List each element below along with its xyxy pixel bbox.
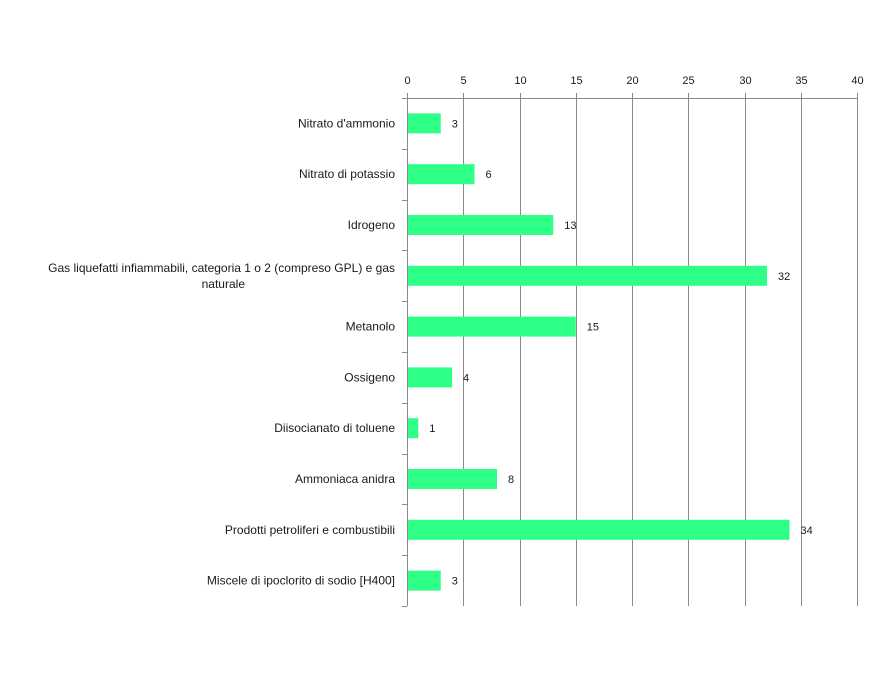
category-label-line: Metanolo	[346, 320, 396, 334]
category-label: Metanolo	[346, 320, 396, 334]
data-label: 15	[587, 322, 599, 334]
x-tick-label: 30	[739, 75, 751, 87]
category-label-line: Nitrato d'ammonio	[298, 116, 395, 130]
bar	[408, 469, 497, 489]
bar	[408, 164, 475, 185]
category-label: Prodotti petroliferi e combustibili	[225, 523, 395, 537]
category-label: Nitrato d'ammonio	[298, 116, 395, 130]
bar	[408, 265, 767, 286]
gridlines	[463, 98, 858, 606]
data-label: 34	[801, 525, 813, 537]
category-label-line: Gas liquefatti infiammabili, categoria 1…	[48, 261, 395, 275]
bar	[408, 367, 452, 388]
x-tick-label: 5	[460, 75, 466, 87]
bar	[408, 519, 790, 540]
x-tick-label: 15	[570, 75, 582, 87]
x-tick-label: 25	[682, 75, 694, 87]
bars	[408, 113, 790, 591]
x-tick-label: 40	[851, 75, 863, 87]
data-label: 8	[508, 474, 514, 486]
category-label: Nitrato di potassio	[299, 167, 395, 181]
data-label: 3	[452, 118, 458, 130]
x-tick-label: 10	[514, 75, 526, 87]
bar	[408, 113, 441, 134]
category-label: Diisocianato di toluene	[274, 421, 395, 435]
category-label-line: Ossigeno	[344, 370, 395, 384]
category-label-line: Prodotti petroliferi e combustibili	[225, 523, 395, 537]
category-label-line: Nitrato di potassio	[299, 167, 395, 181]
bar	[408, 570, 441, 591]
x-tick-label: 0	[404, 75, 410, 87]
data-label: 13	[564, 220, 576, 232]
data-label: 1	[429, 423, 435, 435]
bar	[408, 316, 576, 337]
data-label: 32	[778, 271, 790, 283]
category-label-line: Idrogeno	[348, 218, 396, 232]
data-label: 4	[463, 372, 469, 384]
category-label-line: Ammoniaca anidra	[295, 472, 395, 486]
data-label: 3	[452, 576, 458, 588]
bar	[408, 418, 419, 439]
category-label: Gas liquefatti infiammabili, categoria 1…	[48, 261, 395, 291]
axes: 0 5 10 15 20 25 30 35 40	[402, 75, 864, 607]
category-label: Idrogeno	[348, 218, 396, 232]
data-label: 6	[486, 169, 492, 181]
x-tick-label: 20	[626, 75, 638, 87]
category-label-line: naturale	[202, 277, 246, 291]
category-label: Ammoniaca anidra	[295, 472, 395, 486]
x-tick-label: 35	[795, 75, 807, 87]
category-label-line: Miscele di ipoclorito di sodio [H400]	[207, 574, 395, 588]
category-label-line: Diisocianato di toluene	[274, 421, 395, 435]
bar	[408, 215, 554, 235]
category-label: Ossigeno	[344, 370, 395, 384]
category-label: Miscele di ipoclorito di sodio [H400]	[207, 574, 395, 588]
